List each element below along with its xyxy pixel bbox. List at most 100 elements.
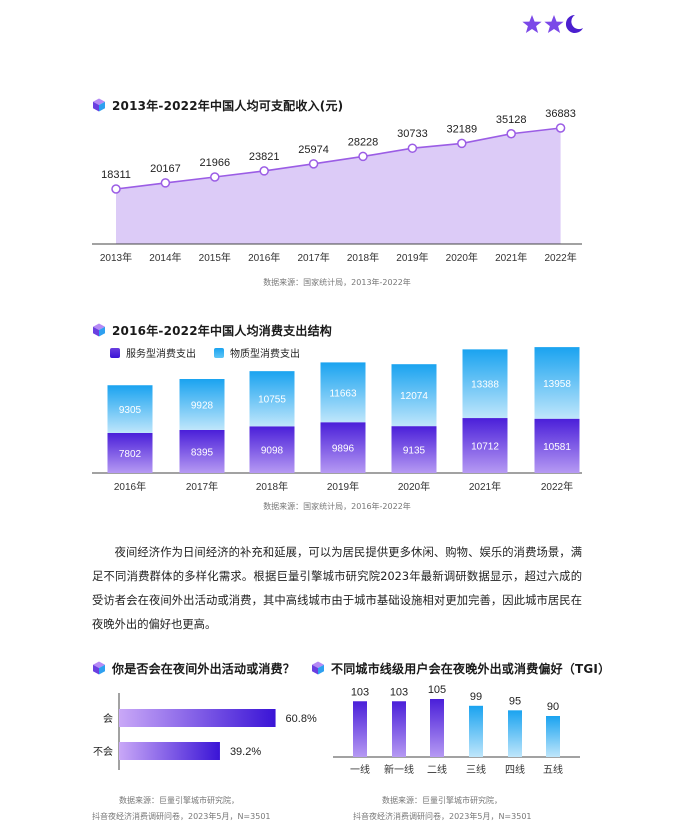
legend-item-service: 服务型消费支出 — [110, 345, 196, 360]
consumption-chart-title: 2016年-2022年中国人均消费支出结构 — [112, 323, 332, 338]
tgi-x-tick-label: 一线 — [350, 763, 370, 776]
income-x-tick-label: 2021年 — [495, 251, 527, 264]
night-value-label: 39.2% — [230, 746, 261, 758]
tgi-bar — [392, 701, 406, 757]
tgi-value-label: 99 — [470, 691, 482, 703]
income-x-tick-label: 2019年 — [396, 251, 428, 264]
consumption-x-tick-label: 2018年 — [256, 480, 288, 493]
body-paragraph: 夜间经济作为日间经济的补充和延展，可以为居民提供更多休闲、购物、娱乐的消费场景，… — [92, 546, 582, 631]
income-x-tick-label: 2020年 — [446, 251, 478, 264]
service-value-label: 10581 — [543, 442, 571, 453]
income-value-label: 28228 — [348, 136, 379, 148]
service-bar — [107, 432, 153, 473]
goods-value-label: 9928 — [191, 400, 214, 411]
legend-item-goods: 物质型消费支出 — [214, 345, 300, 360]
income-x-tick-label: 2022年 — [544, 251, 576, 264]
night-section-header: 你是否会在夜间外出活动或消费？ — [92, 659, 295, 677]
income-data-point — [555, 123, 566, 133]
service-value-label: 9135 — [403, 446, 426, 457]
tgi-value-label: 103 — [390, 686, 408, 698]
service-bar — [534, 418, 580, 473]
tgi-value-label: 90 — [547, 701, 559, 713]
income-x-tick-label: 2018年 — [347, 251, 379, 264]
consumption-x-tick-label: 2019年 — [327, 480, 359, 493]
legend-label-goods: 物质型消费支出 — [230, 349, 300, 360]
income-value-label: 23821 — [249, 151, 280, 163]
income-data-point — [111, 184, 121, 194]
consumption-x-tick-label: 2017年 — [186, 480, 218, 493]
income-data-point — [407, 143, 418, 153]
income-x-tick-label: 2014年 — [149, 251, 181, 264]
income-value-label: 36883 — [545, 108, 576, 120]
goods-bar — [107, 385, 153, 433]
tgi-chart-title: 不同城市线级用户会在夜晚外出或消费偏好（TGI） — [331, 661, 611, 676]
goods-value-label: 12074 — [400, 391, 428, 402]
income-data-point — [506, 129, 516, 139]
consumption-x-tick-label: 2021年 — [469, 480, 501, 493]
service-bar — [179, 429, 225, 473]
service-bar — [462, 418, 508, 473]
income-data-point — [259, 166, 269, 176]
night-chart-title: 你是否会在夜间外出活动或消费？ — [112, 661, 296, 676]
service-value-label: 7802 — [119, 449, 142, 460]
tgi-bar — [430, 699, 444, 757]
tgi-section-header: 不同城市线级用户会在夜晚外出或消费偏好（TGI） — [311, 659, 610, 677]
goods-bar — [534, 347, 580, 419]
income-value-label: 35128 — [496, 114, 527, 126]
income-x-tick-label: 2017年 — [297, 251, 329, 264]
income-source: 数据来源：国家统计局，2013年-2022年 — [263, 278, 411, 287]
night-bar — [119, 709, 276, 727]
income-value-label: 32189 — [447, 123, 478, 135]
tgi-value-label: 95 — [509, 695, 521, 707]
tgi-x-tick-label: 四线 — [505, 763, 525, 776]
service-value-label: 8395 — [191, 447, 214, 458]
income-series-line — [115, 127, 561, 190]
goods-value-label: 10755 — [258, 395, 286, 406]
service-value-label: 10712 — [471, 442, 499, 453]
cube-icon — [312, 661, 324, 675]
tgi-source-line2: 抖音夜经济消费调研问卷，2023年5月，N=3501 — [353, 812, 532, 821]
income-value-label: 30733 — [397, 128, 428, 140]
income-chart-title: 2013年-2022年中国人均可支配收入(元) — [112, 98, 344, 113]
tgi-x-tick-label: 新一线 — [384, 763, 414, 776]
tgi-x-tick-label: 三线 — [466, 763, 486, 776]
income-area-fill — [116, 128, 561, 244]
goods-bar — [320, 362, 366, 423]
night-source-line1: 数据来源：巨量引擎城市研究院， — [119, 796, 239, 805]
night-category-label: 不会 — [93, 745, 113, 758]
service-value-label: 9896 — [332, 444, 355, 455]
service-bar — [391, 426, 437, 473]
goods-bar — [462, 349, 508, 419]
legend-swatch-goods — [214, 347, 224, 358]
income-data-point — [358, 151, 368, 162]
consumption-source: 数据来源：国家统计局，2016年-2022年 — [263, 502, 411, 511]
income-section-header: 2013年-2022年中国人均可支配收入(元) — [92, 96, 343, 114]
consumption-x-tick-label: 2016年 — [114, 480, 146, 493]
cube-icon — [93, 323, 105, 337]
tgi-bar — [469, 705, 483, 757]
consumption-x-tick-label: 2020年 — [398, 480, 430, 493]
tgi-bar — [508, 710, 522, 757]
income-value-label: 25974 — [298, 144, 329, 156]
night-value-label: 60.8% — [286, 713, 317, 725]
cube-icon — [93, 661, 105, 675]
star-icon — [522, 15, 542, 33]
goods-bar — [391, 364, 437, 427]
crescent-moon-icon — [565, 14, 583, 33]
income-value-label: 18311 — [101, 169, 131, 181]
income-x-tick-label: 2016年 — [248, 251, 280, 264]
tgi-bar-chart: 103 一线 103 新一线 105 二线 99 三线 95 四线 90 五线 — [333, 684, 580, 776]
income-data-point — [308, 159, 319, 169]
income-value-label: 21966 — [200, 157, 231, 169]
tgi-source-line1: 数据来源：巨量引擎城市研究院， — [382, 796, 502, 805]
service-bar — [249, 426, 295, 473]
goods-bar — [179, 379, 225, 430]
income-value-label: 20167 — [150, 163, 181, 175]
income-data-point — [160, 178, 171, 188]
goods-value-label: 11663 — [329, 388, 357, 399]
decor-svg — [522, 14, 583, 33]
cube-icon — [93, 98, 105, 112]
consumption-x-tick-label: 2022年 — [541, 480, 573, 493]
header-decoration — [522, 14, 584, 36]
night-category-label: 会 — [103, 712, 113, 725]
